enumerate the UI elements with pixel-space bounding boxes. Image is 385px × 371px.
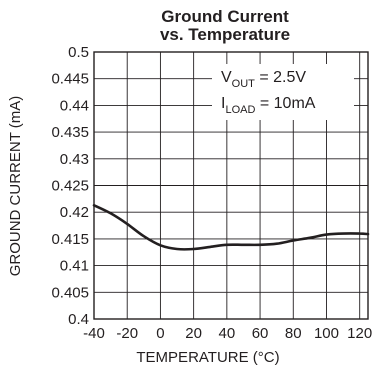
y-tick-label: 0.44 xyxy=(60,97,89,114)
y-tick-label: 0.435 xyxy=(51,124,89,141)
y-tick-label: 0.445 xyxy=(51,71,89,88)
y-tick-label: 0.41 xyxy=(60,258,89,275)
plot-frame xyxy=(93,51,369,320)
x-tick-label: 20 xyxy=(185,325,202,342)
chart-title: Ground Current xyxy=(161,7,289,26)
y-axis-label: GROUND CURRENT (mA) xyxy=(7,96,24,277)
x-tick-label: 60 xyxy=(252,325,269,342)
y-tick-label: 0.43 xyxy=(60,151,89,168)
y-tick-label: 0.405 xyxy=(51,284,89,301)
y-tick-labels: 0.4 0.405 0.41 0.415 0.42 0.425 0.43 0.435 0.44 0… xyxy=(51,44,89,328)
x-tick-label: 0 xyxy=(156,325,164,342)
annotation-iload: ILOAD = 10mA xyxy=(221,95,316,116)
annotation-box xyxy=(212,64,354,120)
x-tick-label: 120 xyxy=(347,325,372,342)
y-tick-label: 0.5 xyxy=(68,44,89,61)
x-tick-label: -20 xyxy=(116,325,138,342)
y-tick-label: 0.425 xyxy=(51,178,89,195)
x-tick-label: 80 xyxy=(285,325,302,342)
series-line xyxy=(92,204,370,251)
chart-subtitle: vs. Temperature xyxy=(159,25,291,44)
y-tick-label: 0.4 xyxy=(68,311,89,328)
x-tick-label: 40 xyxy=(219,325,236,342)
x-tick-label: -40 xyxy=(83,325,105,342)
annotation-vout: VOUT = 2.5V xyxy=(221,69,306,90)
x-axis-label: TEMPERATURE (°C) xyxy=(136,349,279,366)
x-tick-label: 100 xyxy=(314,325,339,342)
y-tick-label: 0.42 xyxy=(60,204,89,221)
y-tick-label: 0.415 xyxy=(51,231,89,248)
x-tick-labels: -40 -20 0 20 40 60 80 100 120 xyxy=(83,325,372,342)
